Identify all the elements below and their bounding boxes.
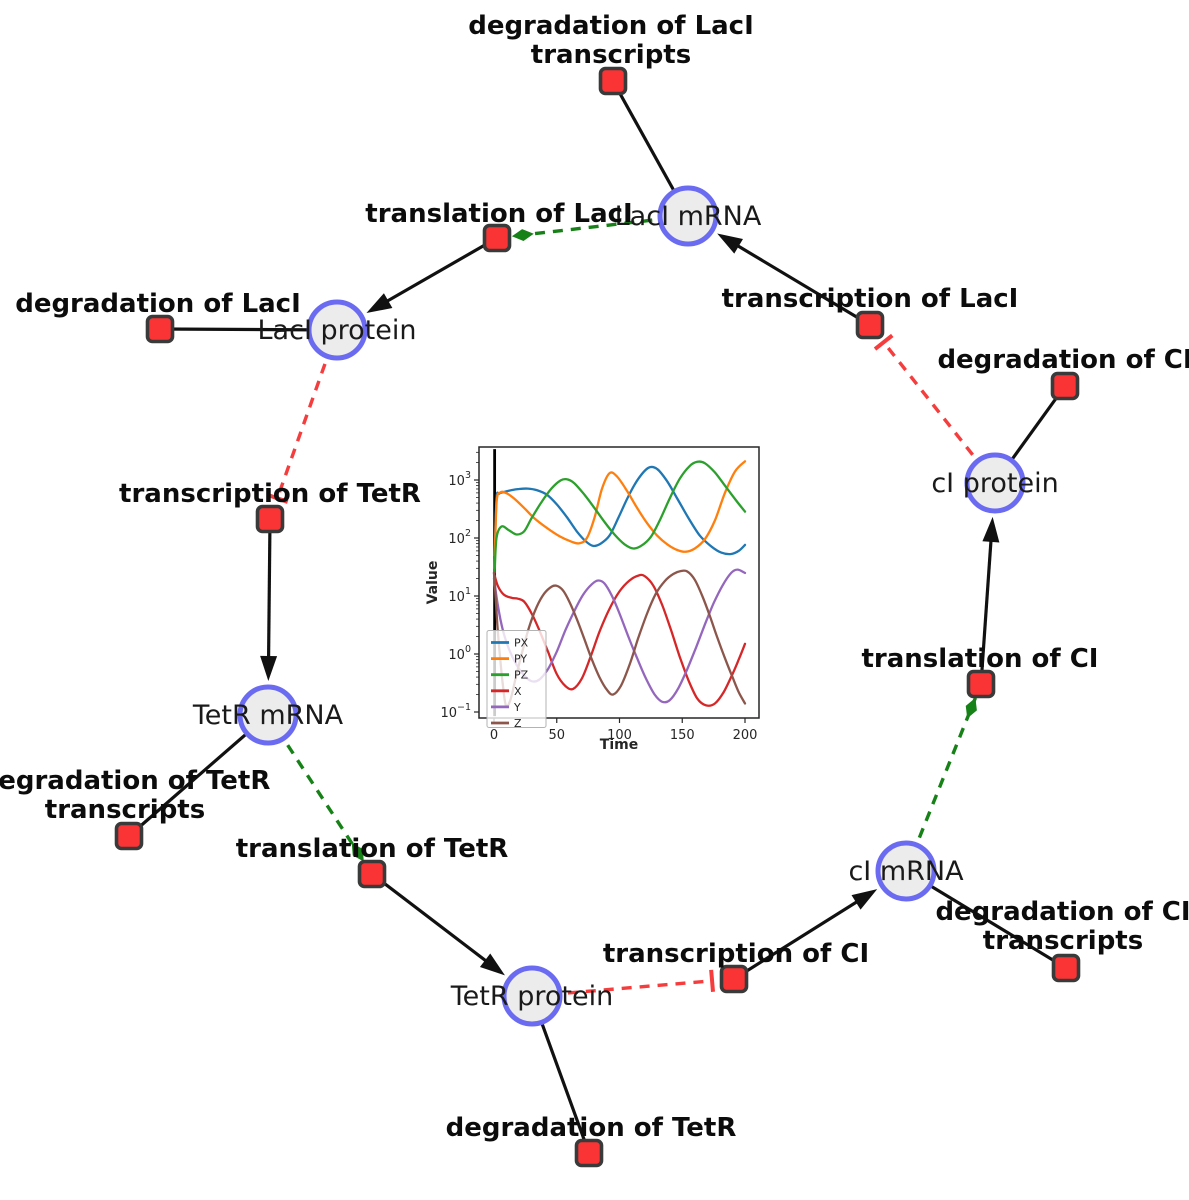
edge-production-tx-tetr-tetr-mrna [266,518,272,676]
legend-label-PY: PY [514,653,527,666]
legend-label-X: X [514,685,522,698]
reaction-node-deg-laci-transcripts [598,66,628,96]
edge-inhibition-tetr-protein-tx-ci-tbar-icon [709,969,715,992]
edge-modifier-laci-mrna-transl-laci [511,214,689,238]
edge-production-transl-tetr-tetr-protein-arrowhead-icon [479,953,505,976]
reaction-node-deg-ci [1050,371,1080,401]
species-label-tetr-mrna: TetR mRNA [192,700,344,731]
reaction-node-deg-ci-transcripts [1051,953,1081,983]
series-line-PZ [493,460,747,575]
edge-production-transl-tetr-tetr-protein [371,872,502,974]
x-axis-label: Time [600,737,638,753]
edge-consumption-tetr-mrna-deg-tetr-transcripts [127,713,270,838]
species-label-laci-mrna: LacI mRNA [615,201,762,232]
reaction-label-transl-ci: translation of CI [862,644,1099,674]
reaction-label-deg-tetr-transcripts: degradation of TetR [0,766,270,796]
edge-modifier-tetr-mrna-transl-tetr [266,714,366,863]
edge-inhibition-laci-protein-tx-tetr-tbar-icon [266,492,289,504]
edge-modifier-ci-mrna-transl-ci [904,697,977,872]
reaction-label-tx-tetr: transcription of TetR [119,479,421,509]
species-label-laci-protein: LacI protein [258,315,417,346]
x-tick-label: 100 [607,728,632,743]
reaction-label-deg-tetr: degradation of TetR [446,1113,737,1143]
edge-modifier-ci-mrna-transl-ci-diamond-icon [965,697,977,719]
reaction-label-tx-ci: transcription of CI [603,939,869,969]
reaction-label-deg-ci-transcripts: transcripts [983,926,1143,956]
nodes-layer [114,66,1081,1168]
y-axis-label: Value [425,561,441,605]
reaction-label-deg-laci-transcripts: degradation of LacI [468,11,754,41]
edge-production-tx-ci-ci-mrna [733,890,873,981]
x-tick-label: 50 [548,728,565,743]
reaction-node-transl-ci [966,669,996,699]
species-label-tetr-protein: TetR protein [450,981,613,1012]
reaction-node-tx-laci [855,310,885,340]
reaction-label-deg-laci-transcripts: transcripts [531,40,691,70]
reaction-node-tx-ci [719,964,749,994]
edges-layer [127,80,1067,1154]
edge-production-tx-laci-laci-mrna-arrowhead-icon [717,233,743,254]
edge-inhibition-ci-protein-tx-laci-tbar-icon [873,333,894,351]
legend-label-PZ: PZ [514,669,529,682]
reaction-label-tx-laci: transcription of LacI [722,284,1019,314]
edge-inhibition-tetr-protein-tx-ci [531,979,713,998]
edge-inhibition-ci-protein-tx-laci [882,341,997,485]
edge-production-transl-ci-ci-protein [979,522,994,685]
species-node-ci-protein [964,452,1026,514]
plot-frame [478,446,760,719]
legend-label-Z: Z [514,717,522,730]
edge-production-transl-ci-ci-protein-arrowhead-icon [982,516,1000,543]
y-tick-label: 102 [448,528,471,547]
species-node-tetr-mrna [237,684,299,746]
reaction-node-transl-laci [482,223,512,253]
species-node-laci-mrna [657,185,719,247]
x-tick-label: 0 [490,728,498,743]
legend-label-PX: PX [514,637,529,650]
species-label-ci-mrna: cI mRNA [848,856,964,887]
x-tick-label: 150 [670,728,695,743]
series-line-PX [493,465,747,557]
legend-label-Y: Y [513,701,521,714]
y-tick-label: 10−1 [440,702,471,721]
reaction-label-transl-tetr: translation of TetR [236,834,509,864]
x-tick-label: 200 [733,728,758,743]
y-tick-label: 103 [448,470,471,489]
labels-layer: LacI mRNA LacI protein cI protein TetR mRNA… [0,11,1189,1143]
edge-consumption-ci-mrna-deg-ci-transcripts [905,869,1067,970]
reaction-label-deg-ci: degradation of CI [937,345,1189,375]
reaction-node-deg-laci [145,314,175,344]
edge-production-transl-laci-laci-protein [370,236,498,312]
species-node-tetr-protein [501,965,563,1027]
edge-production-transl-laci-laci-protein-arrowhead-icon [366,293,393,314]
edge-modifier-laci-mrna-transl-laci-diamond-icon [511,229,534,241]
y-tick-label: 100 [448,644,471,663]
reaction-node-deg-tetr-transcripts [114,821,144,851]
edge-inhibition-laci-protein-tx-tetr [275,329,339,499]
reaction-node-tx-tetr [255,504,285,534]
reaction-label-deg-ci-transcripts: degradation of CI [935,897,1189,927]
inset-chart: 0 50 100 150 200 103 102 101 100 10−1 Time Value PX P… [425,446,760,753]
reaction-node-deg-tetr [574,1138,604,1168]
species-node-laci-protein [306,299,368,361]
edge-production-tx-ci-ci-mrna-arrowhead-icon [851,889,878,910]
series-line-PY [493,460,747,570]
reaction-label-transl-laci: translation of LacI [365,199,632,229]
edge-production-tx-laci-laci-mrna [721,235,871,327]
reaction-label-deg-laci: degradation of LacI [15,289,301,319]
edge-production-tx-tetr-tetr-mrna-arrowhead-icon [260,655,278,682]
y-tick-label: 101 [448,586,471,605]
reaction-label-deg-tetr-transcripts: transcripts [45,795,205,825]
legend-box [486,630,547,728]
edge-modifier-tetr-mrna-transl-tetr-diamond-icon [351,843,364,862]
species-node-ci-mrna [875,840,937,902]
species-label-ci-protein: cI protein [931,468,1058,499]
reaction-node-transl-tetr [357,859,387,889]
